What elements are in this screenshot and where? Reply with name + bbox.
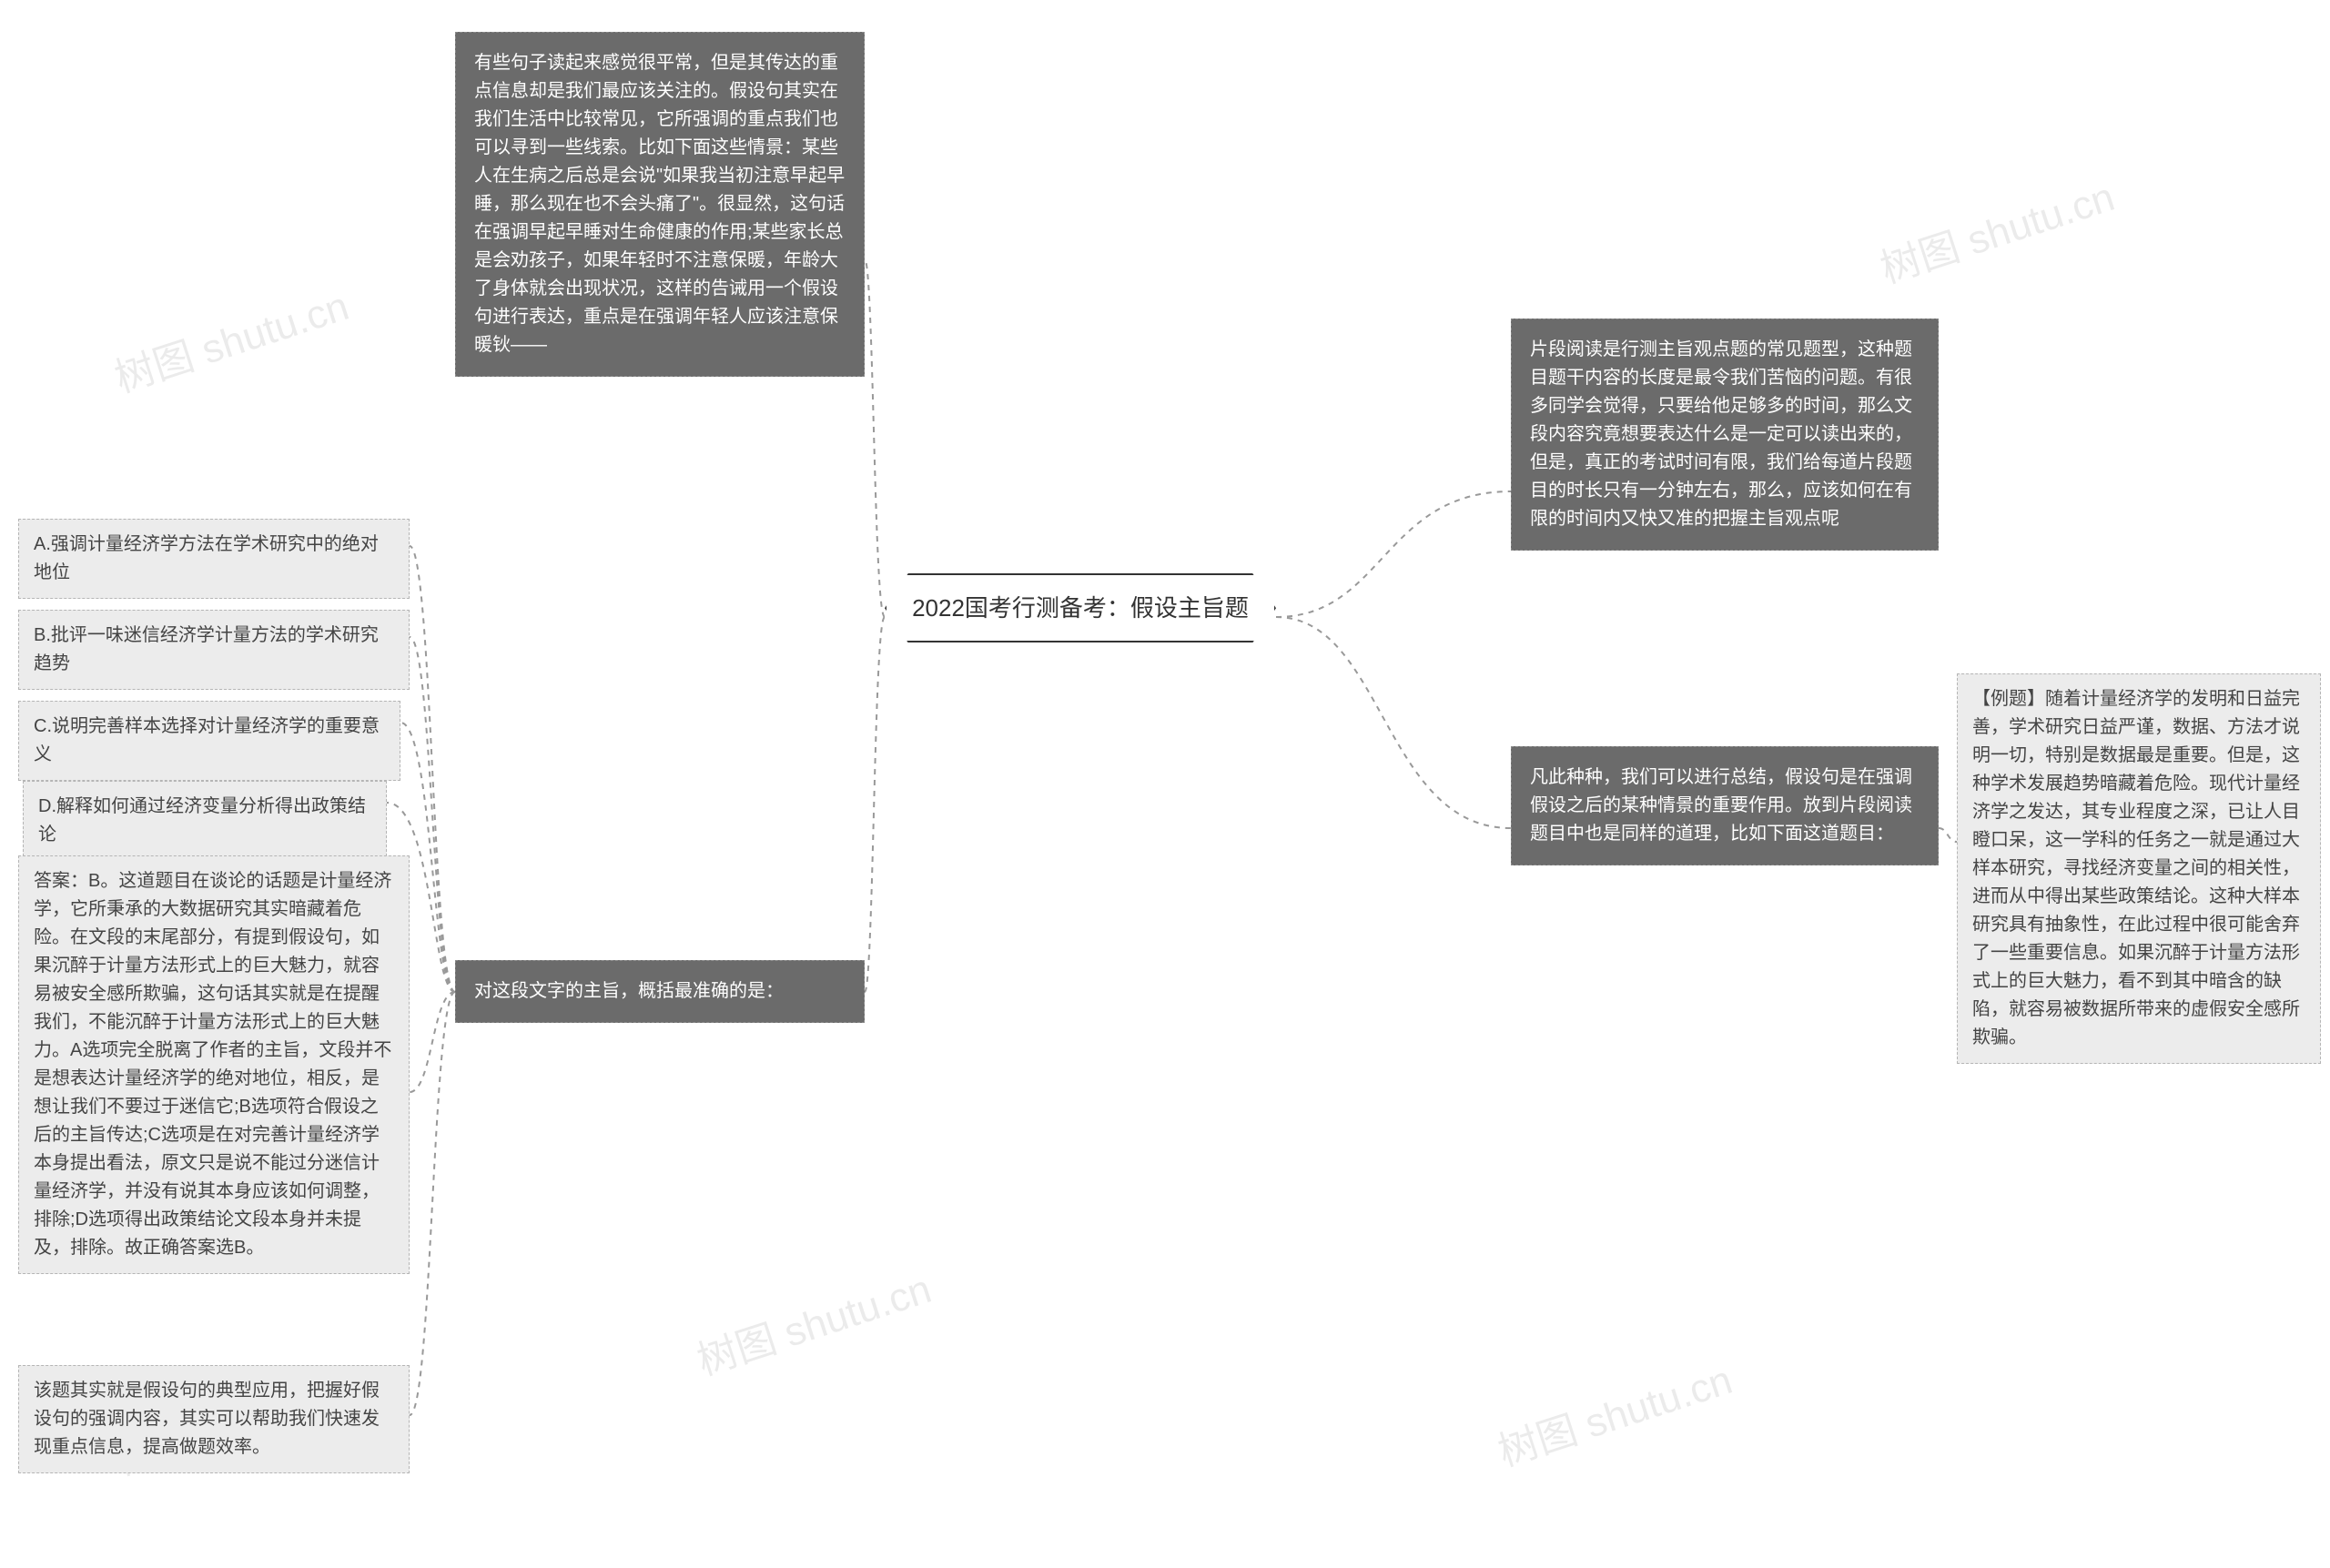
node-l2[interactable]: 对这段文字的主旨，概括最准确的是： — [455, 960, 865, 1023]
node-option-d[interactable]: D.解释如何通过经济变量分析得出政策结论 — [23, 781, 387, 861]
watermark: 树图 shutu.cn — [106, 273, 355, 403]
watermark: 树图 shutu.cn — [1490, 1347, 1738, 1477]
connector — [410, 992, 455, 1092]
connector — [410, 992, 455, 1415]
connector — [865, 259, 885, 617]
connector — [1276, 491, 1511, 617]
node-summary[interactable]: 该题其实就是假设句的典型应用，把握好假设句的强调内容，其实可以帮助我们快速发现重… — [18, 1365, 410, 1473]
connector — [410, 546, 455, 992]
node-option-c[interactable]: C.说明完善样本选择对计量经济学的重要意义 — [18, 701, 400, 781]
center-node[interactable]: 2022国考行测备考：假设主旨题 — [885, 573, 1276, 642]
connector — [1276, 617, 1511, 828]
node-answer[interactable]: 答案：B。这道题目在谈论的话题是计量经济学，它所秉承的大数据研究其实暗藏着危险。… — [18, 855, 410, 1274]
connector — [1939, 828, 1957, 842]
node-r1[interactable]: 片段阅读是行测主旨观点题的常见题型，这种题目题干内容的长度是最令我们苦恼的问题。… — [1511, 319, 1939, 551]
node-option-b[interactable]: B.批评一味迷信经济学计量方法的学术研究趋势 — [18, 610, 410, 690]
node-option-a[interactable]: A.强调计量经济学方法在学术研究中的绝对地位 — [18, 519, 410, 599]
connector — [865, 617, 885, 992]
node-r2[interactable]: 凡此种种，我们可以进行总结，假设句是在强调假设之后的某种情景的重要作用。放到片段… — [1511, 746, 1939, 865]
connector — [410, 637, 455, 992]
node-l1[interactable]: 有些句子读起来感觉很平常，但是其传达的重点信息却是我们最应该关注的。假设句其实在… — [455, 32, 865, 377]
watermark: 树图 shutu.cn — [1872, 164, 2121, 294]
watermark: 树图 shutu.cn — [689, 1256, 937, 1386]
node-r2-example[interactable]: 【例题】随着计量经济学的发明和日益完善，学术研究日益严谨，数据、方法才说明一切，… — [1957, 673, 2321, 1064]
